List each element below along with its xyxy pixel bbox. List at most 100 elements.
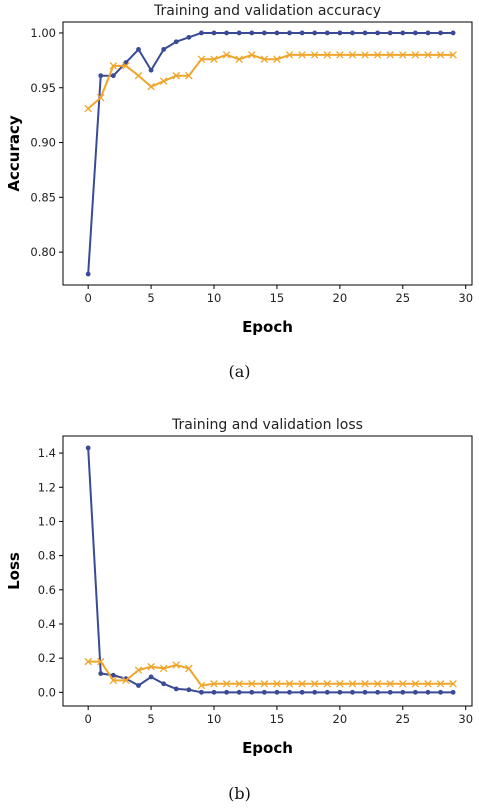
data-point	[298, 680, 306, 688]
data-point	[350, 30, 355, 36]
data-point	[249, 689, 255, 695]
y-tick-label: 0.80	[30, 245, 56, 259]
y-tick-label: 0.95	[30, 81, 56, 95]
series-line	[87, 53, 454, 110]
data-point	[323, 51, 332, 59]
data-point	[109, 676, 118, 685]
data-point	[412, 689, 418, 695]
data-point	[373, 51, 382, 59]
x-axis-label: Epoch	[242, 318, 293, 336]
data-point	[85, 271, 91, 277]
data-point	[362, 30, 368, 36]
data-point	[261, 689, 267, 695]
data-point	[173, 686, 179, 692]
data-point	[222, 680, 231, 688]
y-tick-label: 0.2	[38, 651, 56, 665]
data-point	[361, 680, 369, 688]
data-point	[337, 30, 343, 36]
accuracy-chart-panel: Training and validation accuracy 0 5 10 15 20…	[0, 0, 479, 390]
data-point	[122, 62, 130, 70]
x-tick-label: 15	[270, 712, 285, 726]
data-point	[424, 680, 432, 688]
data-point	[323, 680, 332, 688]
data-point	[84, 657, 92, 666]
y-tick-label: 0.4	[38, 617, 56, 631]
y-tick-label: 1.00	[30, 26, 56, 40]
data-point	[449, 51, 457, 59]
series-training	[85, 445, 456, 695]
data-point	[211, 30, 217, 36]
loss-chart-caption: (b)	[228, 784, 251, 803]
data-point	[224, 689, 230, 695]
data-point	[260, 55, 269, 64]
data-point	[248, 680, 256, 688]
loss-chart-panel: Training and validation loss 0 5 10 15 20 25 30…	[0, 410, 479, 808]
data-point	[161, 681, 167, 687]
data-point	[260, 680, 269, 688]
data-point	[310, 680, 319, 688]
x-tick-label: 20	[333, 712, 348, 726]
data-point	[425, 689, 431, 695]
data-point	[350, 689, 355, 695]
data-point	[148, 67, 154, 73]
x-tick-label: 5	[147, 712, 154, 726]
data-point	[185, 71, 193, 80]
data-point	[197, 681, 206, 690]
data-point	[235, 55, 243, 64]
data-point	[438, 689, 443, 695]
x-tick-label: 20	[333, 291, 348, 305]
data-point	[412, 30, 418, 36]
x-tick-label: 0	[85, 291, 92, 305]
data-point	[122, 676, 130, 685]
x-tick-label: 10	[207, 291, 222, 305]
data-point	[199, 689, 204, 695]
data-point	[348, 680, 357, 688]
data-point	[110, 73, 116, 79]
data-point	[248, 51, 256, 59]
data-point	[336, 51, 344, 59]
data-point	[337, 689, 343, 695]
data-point	[375, 689, 381, 695]
data-point	[161, 46, 167, 52]
x-tick-label: 15	[270, 291, 285, 305]
series-training	[85, 30, 456, 277]
y-axis-label: Accuracy	[5, 115, 23, 191]
y-tick-label: 0.85	[30, 190, 56, 204]
data-point	[348, 51, 357, 59]
data-point	[210, 680, 218, 688]
accuracy-chart: Training and validation accuracy 0 5 10 15 20…	[5, 3, 473, 336]
data-point	[134, 666, 143, 674]
data-point	[411, 51, 420, 59]
y-tick-label: 1.2	[38, 480, 56, 494]
data-point	[386, 51, 394, 59]
data-point	[159, 77, 168, 85]
data-point	[136, 46, 141, 52]
plot-frame	[62, 435, 473, 707]
data-point	[134, 71, 143, 80]
x-axis-label: Epoch	[242, 739, 293, 757]
data-point	[109, 62, 118, 70]
data-point	[236, 30, 242, 36]
data-point	[186, 34, 192, 40]
data-point	[312, 689, 318, 695]
data-point	[98, 671, 104, 676]
data-point	[159, 664, 168, 673]
data-point	[312, 30, 318, 36]
data-point	[224, 30, 230, 36]
data-point	[298, 51, 306, 59]
x-tick-label: 30	[458, 291, 473, 305]
data-point	[411, 680, 420, 688]
chart-title: Training and validation loss	[171, 417, 363, 433]
data-point	[249, 30, 255, 36]
data-point	[400, 689, 406, 695]
data-point	[236, 689, 242, 695]
data-point	[199, 30, 204, 36]
data-point	[84, 104, 92, 113]
data-point	[136, 683, 141, 688]
data-point	[98, 73, 104, 79]
data-point	[173, 39, 179, 45]
data-point	[211, 689, 217, 695]
data-point	[299, 689, 305, 695]
data-point	[148, 674, 154, 680]
y-tick-label: 0.6	[38, 583, 56, 597]
